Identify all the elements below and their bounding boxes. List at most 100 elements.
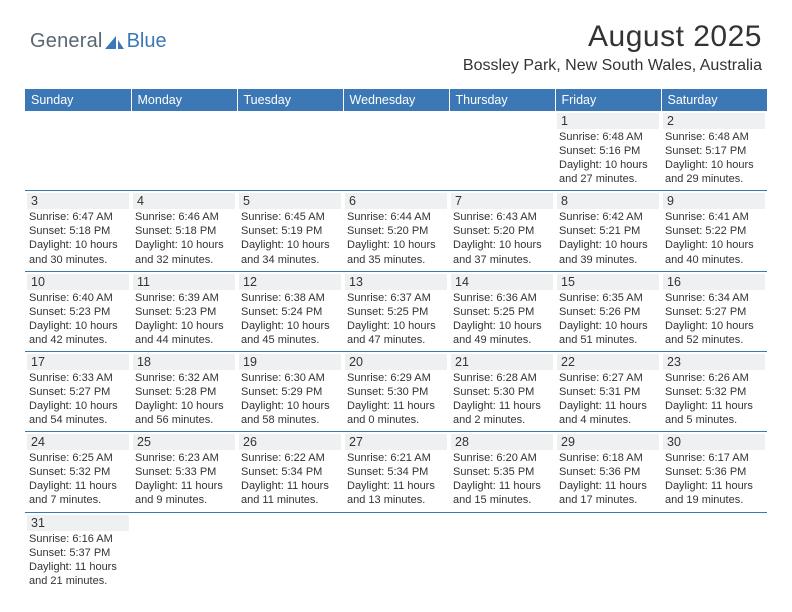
day-number: 28	[451, 434, 553, 450]
day-details: Sunrise: 6:46 AMSunset: 5:18 PMDaylight:…	[133, 210, 235, 266]
day-number: 29	[557, 434, 659, 450]
day-details: Sunrise: 6:39 AMSunset: 5:23 PMDaylight:…	[133, 291, 235, 347]
day-number: 2	[663, 113, 765, 129]
day-number: 23	[663, 354, 765, 370]
day-details: Sunrise: 6:26 AMSunset: 5:32 PMDaylight:…	[663, 371, 765, 427]
calendar-cell: 19Sunrise: 6:30 AMSunset: 5:29 PMDayligh…	[237, 351, 343, 431]
day-number: 21	[451, 354, 553, 370]
day-number: 27	[345, 434, 447, 450]
day-details: Sunrise: 6:34 AMSunset: 5:27 PMDaylight:…	[663, 291, 765, 347]
calendar-cell	[449, 111, 555, 191]
weekday-header: Sunday	[25, 89, 131, 111]
day-number: 18	[133, 354, 235, 370]
calendar-cell: 12Sunrise: 6:38 AMSunset: 5:24 PMDayligh…	[237, 271, 343, 351]
day-number: 20	[345, 354, 447, 370]
day-number: 5	[239, 193, 341, 209]
calendar-cell: 26Sunrise: 6:22 AMSunset: 5:34 PMDayligh…	[237, 432, 343, 512]
calendar-cell	[237, 512, 343, 592]
calendar-cell: 16Sunrise: 6:34 AMSunset: 5:27 PMDayligh…	[661, 271, 767, 351]
calendar-cell	[343, 512, 449, 592]
day-number: 25	[133, 434, 235, 450]
day-details: Sunrise: 6:16 AMSunset: 5:37 PMDaylight:…	[27, 532, 129, 588]
calendar-cell: 10Sunrise: 6:40 AMSunset: 5:23 PMDayligh…	[25, 271, 131, 351]
day-number: 14	[451, 274, 553, 290]
day-number: 26	[239, 434, 341, 450]
calendar-cell: 22Sunrise: 6:27 AMSunset: 5:31 PMDayligh…	[555, 351, 661, 431]
calendar-body: 1Sunrise: 6:48 AMSunset: 5:16 PMDaylight…	[25, 111, 767, 592]
day-number: 1	[557, 113, 659, 129]
day-number: 17	[27, 354, 129, 370]
day-number: 30	[663, 434, 765, 450]
calendar-cell: 24Sunrise: 6:25 AMSunset: 5:32 PMDayligh…	[25, 432, 131, 512]
day-details: Sunrise: 6:45 AMSunset: 5:19 PMDaylight:…	[239, 210, 341, 266]
day-number: 22	[557, 354, 659, 370]
calendar-cell: 4Sunrise: 6:46 AMSunset: 5:18 PMDaylight…	[131, 191, 237, 271]
day-details: Sunrise: 6:23 AMSunset: 5:33 PMDaylight:…	[133, 451, 235, 507]
day-details: Sunrise: 6:47 AMSunset: 5:18 PMDaylight:…	[27, 210, 129, 266]
day-details: Sunrise: 6:17 AMSunset: 5:36 PMDaylight:…	[663, 451, 765, 507]
day-number: 3	[27, 193, 129, 209]
calendar-cell: 11Sunrise: 6:39 AMSunset: 5:23 PMDayligh…	[131, 271, 237, 351]
weekday-header: Friday	[555, 89, 661, 111]
day-details: Sunrise: 6:38 AMSunset: 5:24 PMDaylight:…	[239, 291, 341, 347]
month-title: August 2025	[463, 20, 762, 53]
logo-sail-icon	[105, 34, 125, 50]
calendar-cell: 30Sunrise: 6:17 AMSunset: 5:36 PMDayligh…	[661, 432, 767, 512]
calendar-cell	[555, 512, 661, 592]
day-details: Sunrise: 6:18 AMSunset: 5:36 PMDaylight:…	[557, 451, 659, 507]
weekday-header: Saturday	[661, 89, 767, 111]
calendar-cell: 3Sunrise: 6:47 AMSunset: 5:18 PMDaylight…	[25, 191, 131, 271]
logo-text-general: General	[30, 30, 103, 53]
calendar-cell	[131, 512, 237, 592]
weekday-header: Thursday	[449, 89, 555, 111]
logo: General Blue	[30, 20, 167, 53]
logo-text-blue: Blue	[127, 30, 167, 53]
calendar-cell: 9Sunrise: 6:41 AMSunset: 5:22 PMDaylight…	[661, 191, 767, 271]
day-details: Sunrise: 6:36 AMSunset: 5:25 PMDaylight:…	[451, 291, 553, 347]
day-number: 11	[133, 274, 235, 290]
calendar-cell: 2Sunrise: 6:48 AMSunset: 5:17 PMDaylight…	[661, 111, 767, 191]
day-details: Sunrise: 6:22 AMSunset: 5:34 PMDaylight:…	[239, 451, 341, 507]
title-block: August 2025 Bossley Park, New South Wale…	[463, 20, 762, 75]
day-details: Sunrise: 6:48 AMSunset: 5:16 PMDaylight:…	[557, 130, 659, 186]
weekday-header: Monday	[131, 89, 237, 111]
day-number: 12	[239, 274, 341, 290]
calendar-cell: 18Sunrise: 6:32 AMSunset: 5:28 PMDayligh…	[131, 351, 237, 431]
day-number: 15	[557, 274, 659, 290]
calendar-cell	[343, 111, 449, 191]
day-number: 13	[345, 274, 447, 290]
calendar-cell: 1Sunrise: 6:48 AMSunset: 5:16 PMDaylight…	[555, 111, 661, 191]
day-number: 4	[133, 193, 235, 209]
calendar-cell: 5Sunrise: 6:45 AMSunset: 5:19 PMDaylight…	[237, 191, 343, 271]
calendar-header-row: SundayMondayTuesdayWednesdayThursdayFrid…	[25, 89, 767, 111]
calendar-cell: 23Sunrise: 6:26 AMSunset: 5:32 PMDayligh…	[661, 351, 767, 431]
calendar-cell	[25, 111, 131, 191]
weekday-header: Wednesday	[343, 89, 449, 111]
calendar-cell: 25Sunrise: 6:23 AMSunset: 5:33 PMDayligh…	[131, 432, 237, 512]
calendar-cell: 20Sunrise: 6:29 AMSunset: 5:30 PMDayligh…	[343, 351, 449, 431]
calendar-cell: 28Sunrise: 6:20 AMSunset: 5:35 PMDayligh…	[449, 432, 555, 512]
calendar-cell: 14Sunrise: 6:36 AMSunset: 5:25 PMDayligh…	[449, 271, 555, 351]
day-details: Sunrise: 6:35 AMSunset: 5:26 PMDaylight:…	[557, 291, 659, 347]
day-number: 9	[663, 193, 765, 209]
day-details: Sunrise: 6:43 AMSunset: 5:20 PMDaylight:…	[451, 210, 553, 266]
day-details: Sunrise: 6:37 AMSunset: 5:25 PMDaylight:…	[345, 291, 447, 347]
calendar-cell: 29Sunrise: 6:18 AMSunset: 5:36 PMDayligh…	[555, 432, 661, 512]
calendar-cell	[131, 111, 237, 191]
day-number: 7	[451, 193, 553, 209]
location: Bossley Park, New South Wales, Australia	[463, 57, 762, 75]
calendar-cell: 13Sunrise: 6:37 AMSunset: 5:25 PMDayligh…	[343, 271, 449, 351]
day-number: 24	[27, 434, 129, 450]
day-details: Sunrise: 6:44 AMSunset: 5:20 PMDaylight:…	[345, 210, 447, 266]
day-details: Sunrise: 6:21 AMSunset: 5:34 PMDaylight:…	[345, 451, 447, 507]
calendar-cell	[237, 111, 343, 191]
calendar-cell: 31Sunrise: 6:16 AMSunset: 5:37 PMDayligh…	[25, 512, 131, 592]
header: General Blue August 2025 Bossley Park, N…	[0, 0, 792, 81]
day-details: Sunrise: 6:29 AMSunset: 5:30 PMDaylight:…	[345, 371, 447, 427]
day-number: 16	[663, 274, 765, 290]
day-number: 10	[27, 274, 129, 290]
calendar-table: SundayMondayTuesdayWednesdayThursdayFrid…	[25, 89, 767, 592]
day-number: 19	[239, 354, 341, 370]
day-number: 31	[27, 515, 129, 531]
day-details: Sunrise: 6:48 AMSunset: 5:17 PMDaylight:…	[663, 130, 765, 186]
